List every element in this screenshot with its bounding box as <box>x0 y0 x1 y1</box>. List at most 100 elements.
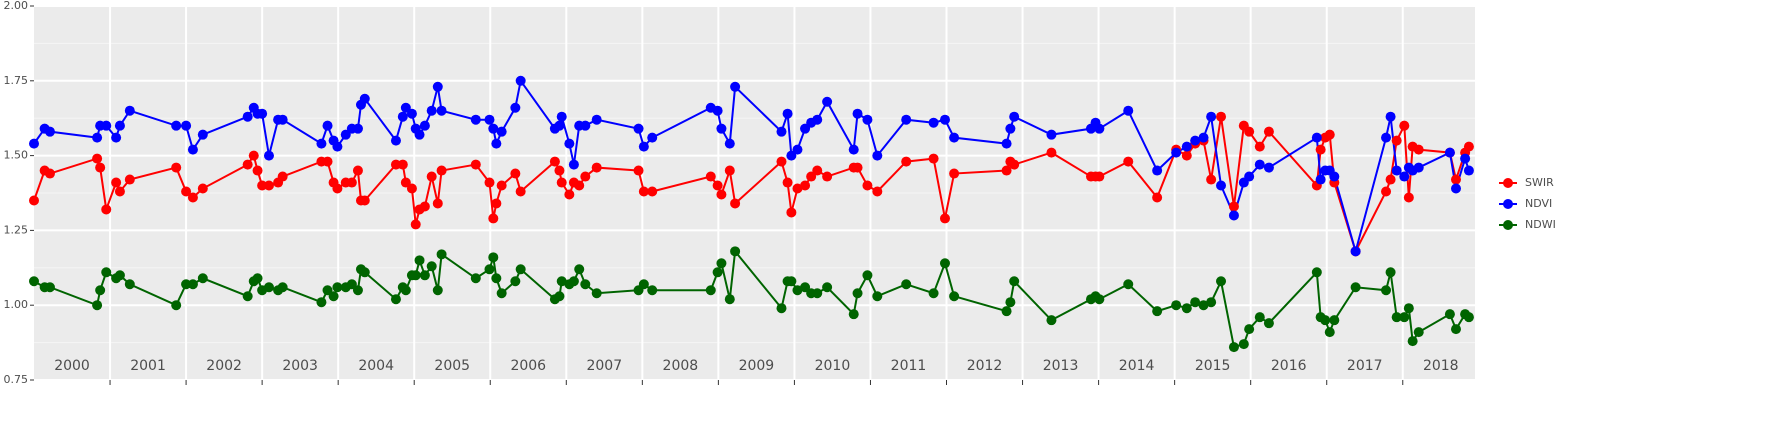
data-point <box>419 201 430 212</box>
data-point <box>822 282 833 293</box>
legend-marker <box>1503 220 1513 230</box>
data-point <box>252 273 263 284</box>
data-point <box>574 264 585 275</box>
data-point <box>1413 162 1424 173</box>
data-point <box>1206 297 1217 308</box>
data-point <box>638 141 649 152</box>
data-point <box>556 276 567 287</box>
data-point <box>92 132 103 143</box>
data-point <box>124 279 135 290</box>
data-point <box>792 144 803 155</box>
data-point <box>1381 132 1392 143</box>
data-point <box>1324 327 1335 338</box>
data-point <box>901 279 912 290</box>
data-point <box>1399 171 1410 182</box>
data-point <box>252 165 263 176</box>
data-point <box>397 159 408 170</box>
data-point <box>1254 159 1265 170</box>
data-point <box>1254 141 1265 152</box>
data-point <box>263 180 274 191</box>
legend-marker <box>1503 178 1513 188</box>
data-point <box>724 294 735 305</box>
data-point <box>901 114 912 125</box>
data-point <box>1171 147 1182 158</box>
year-label: 2013 <box>1043 358 1079 374</box>
data-point <box>848 309 859 320</box>
year-label: 2000 <box>54 358 90 374</box>
data-point <box>1329 315 1340 326</box>
data-point <box>928 153 939 164</box>
data-point <box>124 105 135 116</box>
data-point <box>197 129 208 140</box>
data-point <box>730 246 741 257</box>
data-point <box>510 102 521 113</box>
data-point <box>1206 111 1217 122</box>
data-point <box>1094 171 1105 182</box>
data-point <box>187 144 198 155</box>
data-point <box>242 111 253 122</box>
data-point <box>95 162 106 173</box>
data-point <box>568 159 579 170</box>
data-point <box>181 279 192 290</box>
data-point <box>332 141 343 152</box>
data-point <box>197 273 208 284</box>
data-point <box>1311 267 1322 278</box>
data-point <box>716 123 727 134</box>
legend-label: SWIR <box>1525 176 1554 189</box>
data-point <box>716 258 727 269</box>
data-point <box>92 153 103 164</box>
data-point <box>1244 171 1255 182</box>
data-point <box>1123 105 1134 116</box>
year-label: 2018 <box>1423 358 1459 374</box>
data-point <box>1171 300 1182 311</box>
data-point <box>263 282 274 293</box>
data-point <box>328 291 339 302</box>
data-point <box>359 195 370 206</box>
data-point <box>862 270 873 281</box>
data-point <box>1413 144 1424 155</box>
data-point <box>1009 276 1020 287</box>
data-point <box>1403 303 1414 314</box>
data-point <box>852 288 863 299</box>
data-point <box>510 276 521 287</box>
data-point <box>1350 246 1361 257</box>
data-point <box>426 261 437 272</box>
data-point <box>397 111 408 122</box>
data-point <box>484 177 495 188</box>
data-point <box>111 177 122 188</box>
data-point <box>872 291 883 302</box>
data-point <box>580 279 591 290</box>
data-point <box>410 219 421 230</box>
data-point <box>556 177 567 188</box>
data-point <box>263 150 274 161</box>
data-point <box>1263 162 1274 173</box>
year-label: 2010 <box>815 358 851 374</box>
data-point <box>1094 123 1105 134</box>
data-point <box>591 288 602 299</box>
data-point <box>114 186 125 197</box>
legend: SWIR NDVI NDWI <box>1499 176 1556 231</box>
data-point <box>949 132 960 143</box>
data-point <box>346 177 357 188</box>
data-point <box>1391 135 1402 146</box>
data-point <box>257 180 268 191</box>
data-point <box>724 138 735 149</box>
data-point <box>776 126 787 137</box>
data-point <box>712 180 723 191</box>
data-point <box>414 255 425 266</box>
data-point <box>872 150 883 161</box>
data-point <box>515 264 526 275</box>
data-point <box>1094 294 1105 305</box>
data-point <box>101 267 112 278</box>
data-point <box>29 195 39 206</box>
data-point <box>1450 174 1461 185</box>
data-point <box>111 132 122 143</box>
data-point <box>484 264 495 275</box>
data-point <box>432 198 443 209</box>
data-point <box>352 165 363 176</box>
data-point <box>1152 306 1163 317</box>
data-point <box>1001 138 1012 149</box>
data-point <box>197 183 208 194</box>
data-point <box>1444 147 1455 158</box>
data-point <box>949 168 960 179</box>
